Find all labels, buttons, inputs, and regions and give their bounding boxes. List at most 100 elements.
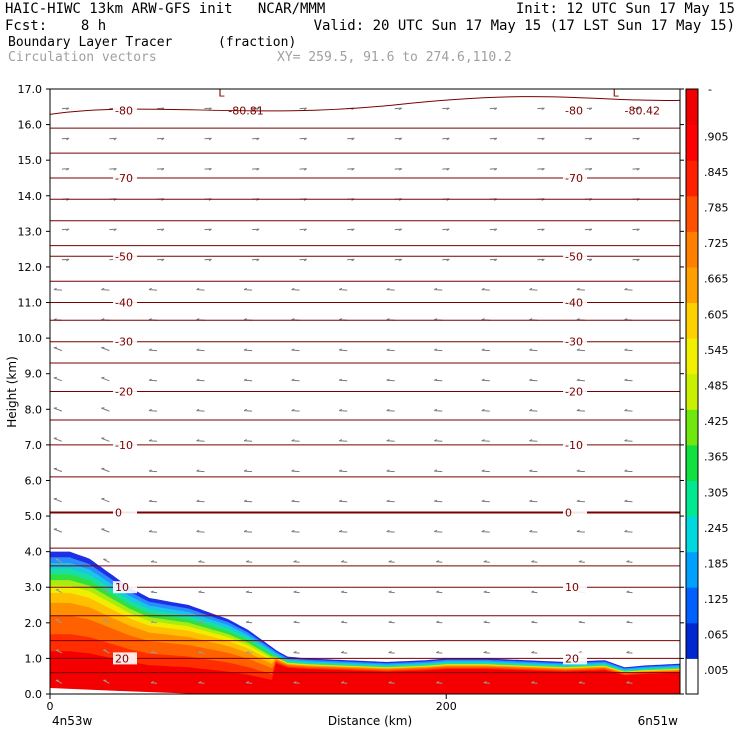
colorbar-label: .545	[704, 344, 729, 357]
circulation-vector	[204, 137, 212, 140]
circulation-vector-head	[161, 168, 165, 171]
circulation-vector	[252, 228, 260, 231]
colorbar-swatch	[686, 587, 698, 624]
circulation-vector	[347, 137, 355, 140]
circulation-vector-head	[291, 318, 295, 321]
contour-label-bg	[563, 104, 587, 117]
circulation-vector	[291, 349, 300, 352]
circulation-vector	[632, 137, 640, 140]
y-tick-label: 6.0	[25, 474, 43, 487]
circulation-vector-head	[576, 408, 580, 412]
circulation-vector-head	[245, 590, 250, 593]
contour-label-bg	[563, 296, 587, 309]
circulation-vector	[196, 410, 205, 412]
colorbar-swatch	[686, 160, 698, 197]
circulation-vector	[394, 107, 402, 110]
circulation-vector-head	[196, 499, 200, 502]
y-tick-label: 0.0	[25, 688, 43, 701]
colorbar-top-label: -	[708, 83, 712, 96]
circulation-vector	[481, 410, 490, 412]
circulation-vector	[109, 168, 117, 170]
circulation-vector	[101, 377, 110, 382]
circulation-vector	[386, 440, 395, 442]
x-tick-label: 0	[47, 700, 54, 713]
circulation-vector-head	[636, 258, 640, 262]
circulation-vector-head	[161, 137, 165, 141]
circulation-vector-head	[351, 258, 355, 262]
circulation-vector-head	[626, 620, 630, 623]
circulation-vector-head	[150, 650, 154, 654]
circulation-vector-head	[589, 107, 593, 111]
circulation-vector	[434, 470, 443, 473]
x-start-location: 4n53w	[52, 714, 93, 728]
circulation-vector-head	[436, 650, 440, 654]
contour-label-bg	[113, 652, 137, 665]
circulation-vector-head	[53, 287, 57, 291]
colorbar-swatch	[686, 444, 698, 481]
circulation-vector-head	[196, 439, 200, 442]
temperature-contours: 0 0 -10 -10 -20 -20 -30 -30 -40 -40 -50 -50 -70 -70 -8…	[50, 87, 680, 674]
circulation-vector	[196, 349, 205, 352]
x-axis-label: Distance (km)	[328, 714, 412, 728]
circulation-vector	[103, 679, 110, 684]
circulation-vector-head	[436, 620, 440, 623]
circulation-vector	[53, 377, 63, 382]
y-tick-label: 15.0	[18, 154, 43, 167]
circulation-vector-head	[113, 168, 117, 171]
circulation-vector	[299, 228, 307, 231]
colorbar: .005 .065 .125 .185 .245 .305 .365 .425 .485 .545…	[685, 83, 729, 695]
circulation-vector-head	[529, 529, 533, 533]
circulation-vector	[339, 379, 348, 382]
colorbar-swatch	[686, 89, 698, 126]
circulation-vector-head	[243, 408, 248, 412]
contour-annotation: L	[218, 87, 225, 100]
circulation-vector-head	[256, 168, 260, 171]
model-title: HAIC-HIWC 13km ARW-GFS init NCAR/MMM	[5, 1, 326, 17]
contour-annotation: -80.81	[228, 104, 263, 117]
field-units: (fraction)	[218, 35, 297, 50]
circulation-vector-head	[243, 318, 248, 321]
circulation-vector-head	[398, 228, 402, 232]
circulation-vector	[61, 168, 69, 170]
circulation-vector	[252, 168, 260, 170]
circulation-vector	[386, 349, 395, 352]
circulation-vector-head	[529, 439, 533, 442]
colorbar-label: .845	[704, 166, 729, 179]
circulation-vector	[347, 168, 355, 170]
valid-time: Valid: 20 UTC Sun 17 May 15 (17 LST Sun …	[313, 18, 735, 34]
circulation-vector-head	[529, 499, 533, 502]
circulation-vector-head	[531, 681, 535, 684]
circulation-vector-head	[483, 560, 487, 563]
circulation-vector-head	[398, 168, 402, 171]
circulation-vector	[55, 649, 63, 654]
circulation-vector	[339, 500, 348, 503]
circulation-vector	[299, 137, 307, 140]
circulation-vector	[632, 107, 640, 110]
circulation-vector	[252, 137, 260, 140]
circulation-vector-head	[340, 650, 345, 654]
contour-label-bg	[113, 335, 137, 348]
circulation-vector-head	[148, 408, 152, 412]
circulation-vector-head	[338, 469, 343, 472]
circulation-vector	[339, 440, 348, 442]
circulation-vector-head	[101, 318, 105, 321]
circulation-vector-head	[589, 137, 593, 141]
circulation-vector	[632, 258, 640, 261]
circulation-vector	[584, 168, 592, 170]
circulation-vector	[529, 440, 538, 442]
circulation-vector-head	[483, 650, 487, 654]
circulation-vector-head	[576, 499, 580, 502]
overlay-name: Circulation vectors	[8, 50, 157, 65]
circulation-vector	[55, 679, 63, 684]
circulation-vector	[61, 107, 69, 110]
circulation-vector-head	[208, 228, 212, 232]
circulation-vector	[55, 589, 63, 594]
circulation-vector	[148, 531, 158, 533]
circulation-vector	[339, 289, 348, 291]
circulation-vector	[529, 289, 538, 291]
colorbar-label: .725	[704, 237, 729, 250]
circulation-vector	[481, 349, 490, 352]
circulation-vector-head	[293, 620, 297, 623]
circulation-vector	[196, 440, 205, 442]
circulation-vector	[156, 258, 165, 261]
